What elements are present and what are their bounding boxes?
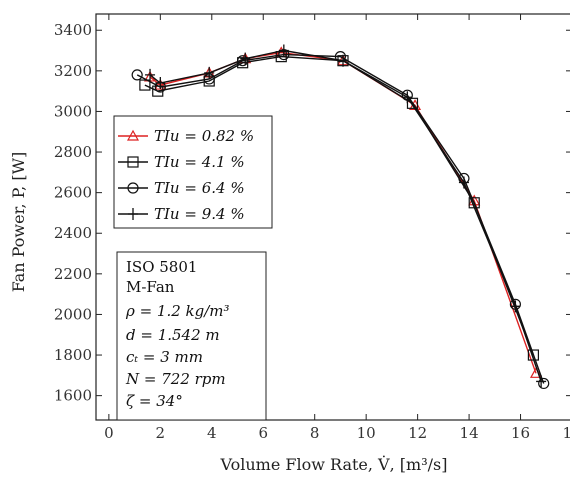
- x-tick-label: 14: [460, 424, 479, 442]
- axis-ticks: 1600 1800 2000 2200 2400 2600 2800 3000 3200 3400…: [54, 14, 570, 442]
- series-group: [145, 44, 547, 388]
- data-point: [402, 91, 413, 104]
- x-tick-label: 0: [104, 424, 114, 442]
- x-axis-title: Volume Flow Rate, V̇, [m³/s]: [220, 455, 448, 474]
- x-tick-label: 10: [357, 424, 376, 442]
- data-point: [338, 54, 349, 67]
- data-point: [406, 97, 419, 109]
- data-point: [131, 69, 143, 81]
- series-line: [144, 55, 535, 356]
- legend-label: TIu = 4.1 %: [154, 153, 245, 171]
- x-tick-label: 8: [310, 424, 320, 442]
- data-point: [510, 300, 521, 313]
- data-point: [204, 66, 215, 79]
- legend-label: TIu = 9.4 %: [154, 205, 245, 223]
- data-point: [458, 176, 469, 189]
- y-axis-title: Fan Power, P, [W]: [9, 152, 28, 293]
- info-line: M-Fan: [126, 278, 175, 296]
- info-line: cₜ = 3 mm: [126, 348, 203, 366]
- data-point: [240, 52, 251, 65]
- info-box: ISO 5801 M-Fan ρ = 1.2 kg/m³ d = 1.542 m…: [116, 251, 267, 421]
- series-line: [149, 49, 542, 382]
- info-line: ρ = 1.2 kg/m³: [125, 302, 230, 320]
- data-point: [536, 375, 547, 388]
- data-point: [154, 78, 167, 90]
- info-line: ISO 5801: [126, 258, 197, 276]
- y-tick-label: 3400: [54, 21, 92, 39]
- legend-item: TIu = 6.4 %: [118, 179, 245, 197]
- plot-frame: [95, 13, 570, 421]
- data-point: [155, 77, 166, 90]
- legend-marker: [127, 182, 139, 194]
- data-point: [145, 68, 156, 81]
- y-tick-label: 2800: [54, 143, 92, 161]
- legend-box: [113, 115, 273, 229]
- x-tick-label: 4: [207, 424, 217, 442]
- info-line: N = 722 rpm: [125, 370, 226, 388]
- x-tick-label: 18: [562, 424, 570, 442]
- y-tick-label: 2000: [54, 305, 92, 323]
- x-tick-label: 16: [511, 424, 530, 442]
- legend-marker: [127, 156, 139, 168]
- y-tick-label: 2600: [54, 184, 92, 202]
- y-tick-label: 1600: [54, 387, 92, 405]
- x-tick-label: 6: [258, 424, 268, 442]
- legend-item: TIu = 9.4 %: [118, 205, 245, 223]
- series-layer: [131, 44, 550, 390]
- y-tick-label: 1800: [54, 346, 92, 364]
- data-point: [538, 377, 550, 390]
- data-point: [139, 79, 151, 91]
- legend-marker: [128, 208, 138, 220]
- info-line: ζ = 34°: [126, 392, 183, 410]
- legend-marker: [126, 129, 140, 141]
- legend-item: TIu = 0.82 %: [118, 127, 254, 145]
- y-tick-label: 3200: [54, 62, 92, 80]
- legend: TIu = 0.82 % TIu = 4.1 % TIu = 6.4 % TIu = …: [113, 115, 273, 229]
- data-point: [334, 51, 347, 63]
- legend-label: TIu = 6.4 %: [154, 179, 245, 197]
- data-point: [237, 55, 249, 67]
- info-line: d = 1.542 m: [126, 326, 220, 344]
- y-tick-label: 2400: [54, 224, 92, 242]
- legend-label: TIu = 0.82 %: [154, 127, 254, 145]
- x-tick-label: 12: [408, 424, 427, 442]
- y-tick-label: 2200: [54, 265, 92, 283]
- data-point: [278, 44, 289, 57]
- legend-item: TIu = 4.1 %: [118, 153, 245, 171]
- y-tick-label: 3000: [54, 102, 92, 120]
- x-tick-label: 2: [156, 424, 166, 442]
- info-box-frame: [116, 251, 267, 421]
